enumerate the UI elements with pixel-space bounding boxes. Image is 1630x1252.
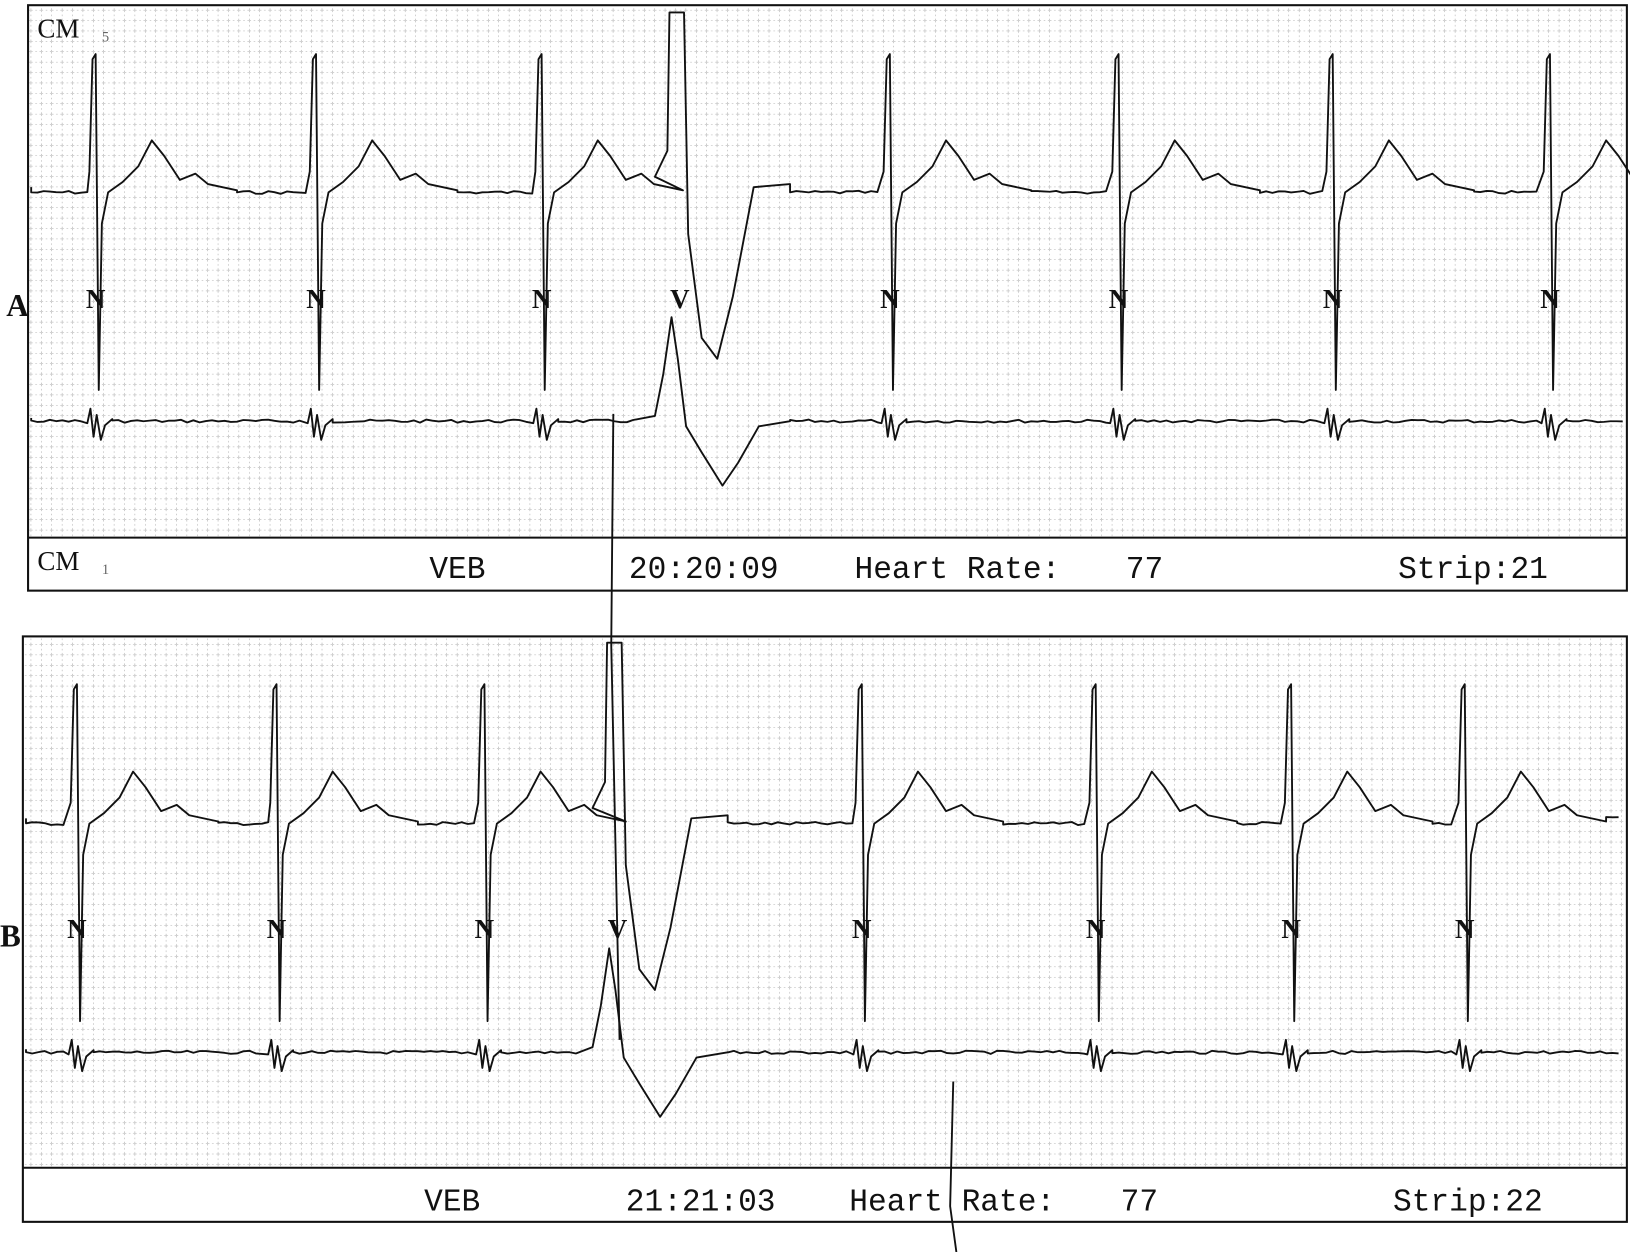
ecg-trace	[30, 11, 1630, 391]
ecg-trace	[25, 947, 1619, 1118]
lead-number: 5	[102, 30, 109, 46]
beat-label: N	[852, 914, 872, 944]
beat-label: N	[1455, 914, 1475, 944]
beat-label: N	[1540, 284, 1560, 314]
beat-label: V	[670, 284, 690, 314]
pointer-line	[610, 413, 621, 1040]
lead-name: CM	[37, 546, 79, 576]
beat-label: N	[1281, 914, 1301, 944]
beat-label: N	[532, 284, 552, 314]
time: 21:21:03	[626, 1185, 776, 1220]
strip-frame	[27, 4, 1628, 592]
beat-label: N	[1109, 284, 1129, 314]
ecg-trace	[30, 316, 1623, 487]
heart-rate: 77	[1121, 1185, 1158, 1220]
grid	[22, 636, 1627, 1168]
beat-label: N	[306, 284, 326, 314]
grid	[28, 5, 1627, 538]
heart-rate-label: Heart Rate:	[855, 553, 1061, 588]
panel-label: A	[6, 288, 29, 323]
strip-b: B VEB 21:21:03 Heart Rate: 77 Strip:22 N…	[0, 635, 1628, 1223]
ecg-trace	[25, 641, 1619, 1023]
beat-label: N	[86, 284, 106, 314]
strip-a: A CM 5 CM 1 VEB 20:20:09 Heart Rate: 77 …	[6, 4, 1630, 592]
beat-label: N	[475, 914, 495, 944]
heart-rate: 77	[1126, 553, 1163, 588]
event: VEB	[429, 553, 485, 588]
lead-number: 1	[102, 562, 109, 578]
panel-label: B	[0, 918, 21, 953]
lead-name: CM	[37, 13, 79, 43]
beat-label: N	[880, 284, 900, 314]
event: VEB	[424, 1185, 480, 1220]
pointer-line	[949, 1081, 958, 1252]
heart-rate-label: Heart Rate:	[849, 1185, 1055, 1220]
beat-label: N	[1323, 284, 1343, 314]
strip-frame	[21, 635, 1628, 1223]
beat-label: N	[1086, 914, 1106, 944]
beat-label: N	[267, 914, 287, 944]
strip-number: Strip:22	[1393, 1185, 1543, 1220]
beat-label: N	[67, 914, 87, 944]
time: 20:20:09	[629, 553, 779, 588]
strip-number: Strip:21	[1398, 553, 1548, 588]
